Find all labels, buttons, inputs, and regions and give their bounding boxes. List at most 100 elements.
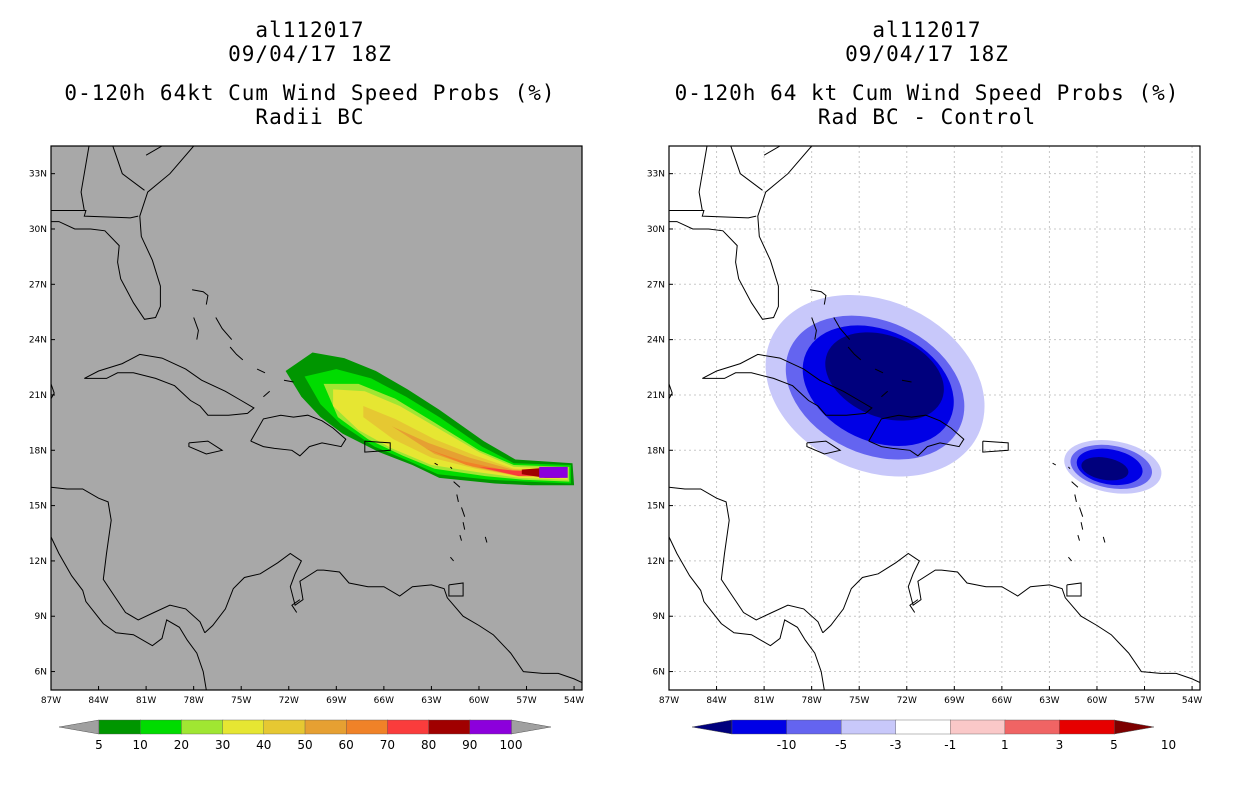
lat-label: 24N (29, 336, 47, 346)
probability-band-10 (539, 466, 568, 478)
left-wind-probability-swath (285, 352, 575, 486)
coastline (434, 462, 439, 466)
diff-band-minus10 (1081, 457, 1129, 481)
lat-label: 15N (647, 502, 665, 512)
lat-label: 15N (29, 502, 47, 512)
lat-label: 9N (653, 612, 665, 622)
lon-label: 57W (1134, 696, 1154, 706)
coastline (215, 317, 233, 340)
colorbar-label: 60 (339, 738, 354, 752)
coastline (1079, 507, 1084, 517)
coastline (1074, 494, 1077, 503)
coastline (448, 582, 464, 597)
colorbar-label: -3 (890, 738, 902, 752)
coastline (1052, 462, 1057, 466)
colorbar-label: -5 (835, 738, 847, 752)
lon-label: 69W (326, 696, 346, 706)
coastline (1068, 556, 1072, 562)
colorbar-right-arrow (510, 719, 552, 735)
left-storm-id: al112017 (255, 18, 365, 42)
coastline (1068, 466, 1071, 470)
colorbar-label: 100 (500, 738, 523, 752)
lon-label: 75W (849, 696, 869, 706)
lon-label: 57W (516, 696, 536, 706)
colorbar-swatch (469, 719, 512, 735)
lon-label: 54W (564, 696, 584, 706)
right-storm-id: al112017 (872, 18, 982, 42)
right-chart-subtitle: Rad BC - Control (817, 105, 1037, 129)
coastline (51, 146, 195, 320)
lat-label: 24N (647, 336, 665, 346)
lon-label: 60W (469, 696, 489, 706)
colorbar-swatch (222, 719, 265, 735)
colorbar-swatch (139, 719, 183, 735)
coastline (364, 440, 391, 453)
coastline (868, 414, 965, 457)
coastline (806, 440, 842, 455)
coastline (450, 556, 454, 562)
coastline (283, 379, 294, 383)
coastline (263, 390, 271, 398)
coastline (730, 146, 763, 191)
lon-label: 84W (88, 696, 108, 706)
right-lat-labels: 33N 30N 27N 24N 21N 18N 15N 12N 9N 6N (647, 170, 673, 678)
coastline (874, 368, 884, 374)
lat-label: 21N (647, 391, 665, 401)
coastline (1077, 534, 1080, 541)
coastline (51, 210, 139, 219)
coastline (51, 486, 206, 633)
coastline (698, 146, 708, 211)
coastline (669, 486, 824, 633)
coastline (145, 146, 163, 156)
colorbar-label: 10 (1161, 738, 1176, 752)
lat-label: 9N (35, 612, 47, 622)
coastline (188, 440, 224, 455)
left-map-ocean (51, 146, 582, 690)
coastline (450, 466, 453, 470)
coastline (1102, 536, 1106, 543)
left-coastlines (51, 146, 582, 690)
left-map: 33N 30N 27N 24N 21N 18N 15N 12N 9N 6N 87W 84W 81W 78… (29, 145, 584, 752)
lat-label: 21N (29, 391, 47, 401)
coastline (847, 346, 862, 361)
right-map-frame (668, 145, 1201, 691)
colorbar-swatch (840, 719, 897, 735)
colorbar-swatch (263, 719, 306, 735)
coastline (456, 494, 459, 503)
coastline (669, 210, 757, 219)
coastline (763, 146, 781, 156)
left-chart-title: 0-120h 64kt Cum Wind Speed Probs (%) (64, 81, 556, 105)
lon-label: 63W (1039, 696, 1059, 706)
coastline (250, 414, 347, 457)
right-map: 33N 30N 27N 24N 21N 18N 15N 12N 9N 6N 87W 84W 81W 78… (647, 145, 1202, 752)
left-chart-subtitle: Radii BC (255, 105, 365, 129)
coastline (982, 440, 1009, 453)
lat-label: 12N (29, 557, 47, 567)
colorbar-label: 70 (380, 738, 395, 752)
coastline (901, 379, 912, 383)
right-chart-title: 0-120h 64 kt Cum Wind Speed Probs (%) (674, 81, 1180, 105)
lon-label: 81W (754, 696, 774, 706)
colorbar-left-arrow (691, 719, 733, 735)
coastline (669, 383, 673, 400)
lat-label: 18N (647, 446, 665, 456)
colorbar-swatch (428, 719, 471, 735)
coastline (822, 552, 1200, 684)
colorbar-label: -10 (777, 738, 797, 752)
coastline (810, 289, 827, 305)
colorbar-swatch (304, 719, 347, 735)
coastline (204, 552, 582, 684)
colorbar-label: 80 (421, 738, 436, 752)
coastline (84, 353, 255, 416)
lat-label: 30N (29, 225, 47, 235)
colorbar-label: 5 (1110, 738, 1118, 752)
lon-label: 72W (279, 696, 299, 706)
colorbar-swatch (1004, 719, 1061, 735)
coastline (811, 317, 817, 340)
coastline (192, 289, 209, 305)
right-title-block: al112017 09/04/17 18Z 0-120h 64 kt Cum W… (637, 18, 1217, 129)
colorbar-label: 50 (297, 738, 312, 752)
lon-label: 66W (992, 696, 1012, 706)
left-colorbar: 5 10 20 30 40 50 60 70 80 90 100 (58, 719, 552, 752)
left-datetime: 09/04/17 18Z (228, 42, 392, 66)
